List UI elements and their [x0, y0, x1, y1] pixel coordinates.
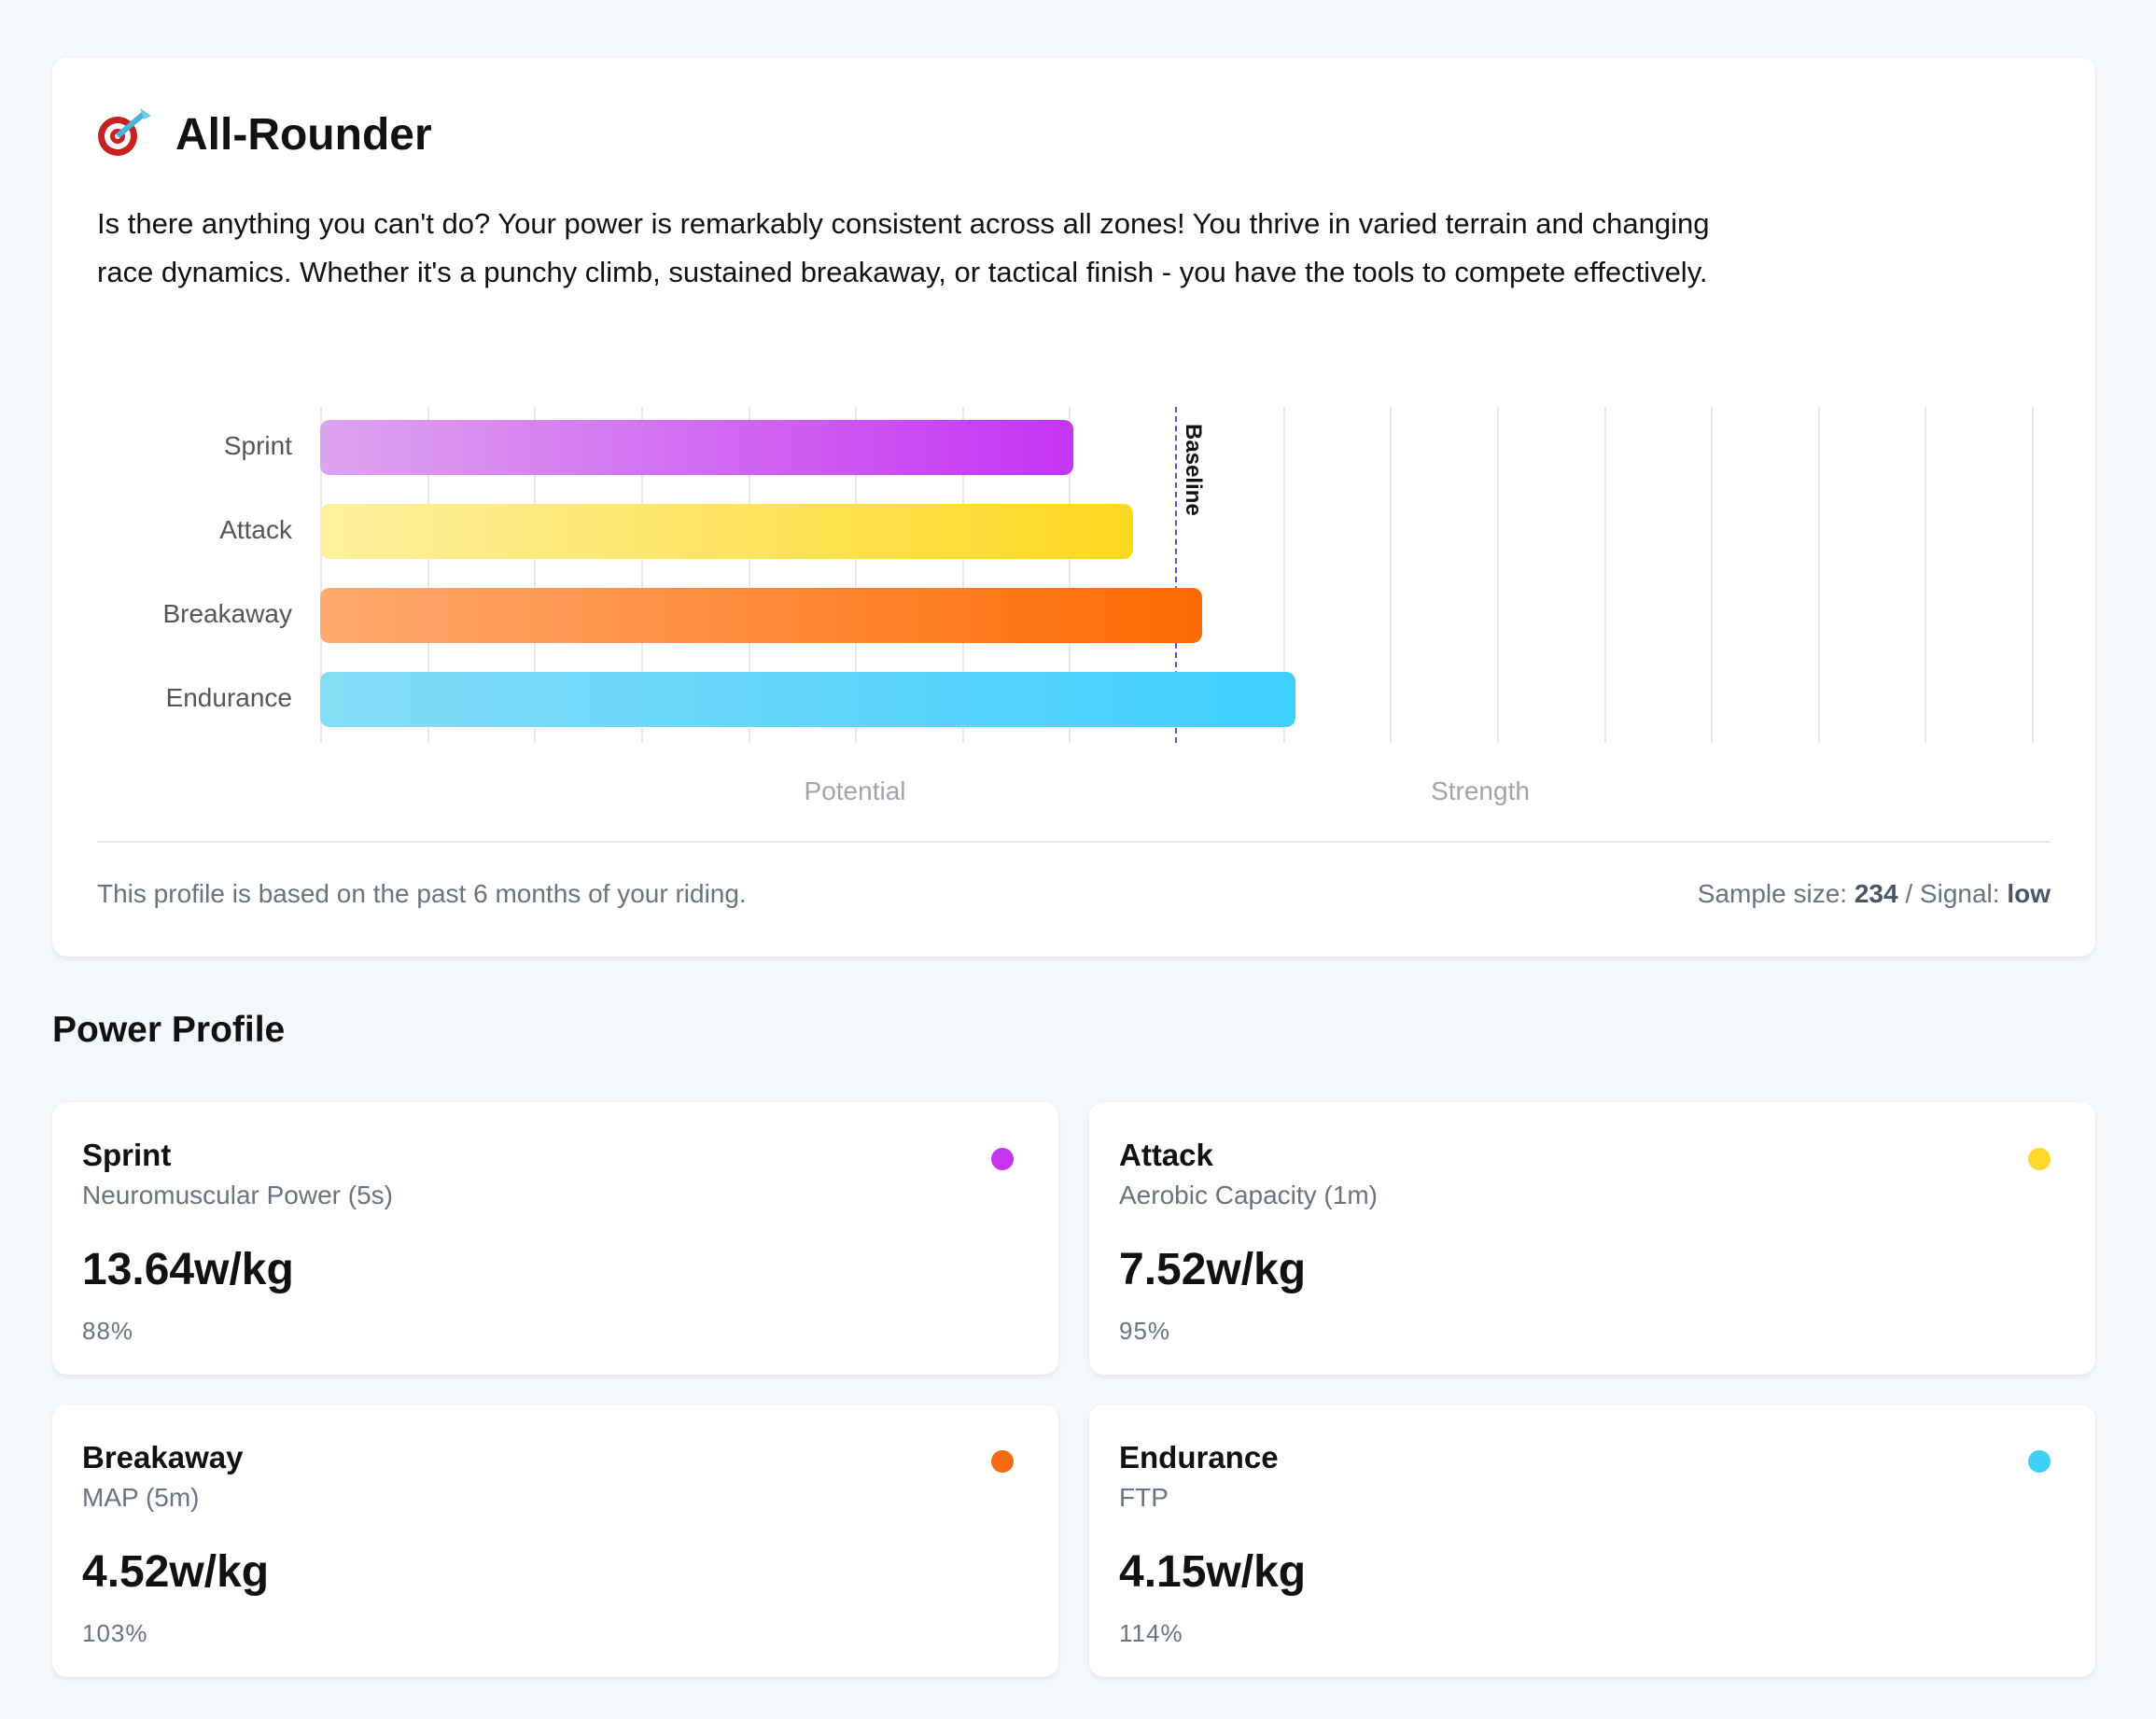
grid-line — [1282, 407, 1285, 743]
card-subtitle: FTP — [1119, 1483, 1169, 1512]
grid-line — [320, 407, 322, 743]
card-subtitle: Aerobic Capacity (1m) — [1119, 1181, 1378, 1209]
card-value: 4.15w/kg — [1119, 1547, 1307, 1597]
color-dot-icon — [991, 1450, 1014, 1473]
y-label: Attack — [219, 515, 292, 544]
footer-note: This profile is based on the past 6 mont… — [97, 879, 747, 908]
card-subtitle: Neuromuscular Power (5s) — [82, 1181, 393, 1209]
baseline-label: Baseline — [1181, 424, 1206, 516]
card-subtitle: MAP (5m) — [82, 1483, 200, 1512]
sample-value: 234 — [1854, 879, 1898, 908]
y-label: Breakaway — [162, 599, 292, 628]
bar-attack — [320, 504, 1134, 559]
card-percent: 95% — [1119, 1317, 1171, 1345]
card-percent: 88% — [82, 1317, 134, 1345]
grid-line — [961, 407, 964, 743]
card-value: 4.52w/kg — [82, 1547, 270, 1597]
grid-line — [1069, 407, 1071, 743]
grid-line — [1711, 407, 1714, 743]
profile-card: All-Rounder Is there anything you can't … — [52, 58, 2095, 957]
grid-line — [1390, 407, 1393, 743]
power-card-attack: Attack Aerobic Capacity (1m) 7.52w/kg 95… — [1089, 1102, 2095, 1375]
grid-line — [1817, 407, 1820, 743]
bar-breakaway — [320, 588, 1202, 643]
grid-line — [855, 407, 858, 743]
card-percent: 103% — [82, 1619, 148, 1647]
profile-description: Is there anything you can't do? Your pow… — [97, 207, 1710, 288]
sample-label: Sample size: — [1697, 879, 1848, 908]
bar-sprint — [320, 420, 1073, 475]
signal-value: low — [2007, 879, 2051, 908]
card-percent: 114% — [1119, 1619, 1183, 1647]
grid-line — [2032, 407, 2034, 743]
grid-line — [534, 407, 537, 743]
profile-title: All-Rounder — [175, 110, 432, 160]
color-dot-icon — [2028, 1148, 2051, 1170]
grid-line — [748, 407, 750, 743]
baseline-line — [1175, 407, 1177, 743]
signal-label: Signal: — [1919, 879, 2000, 908]
card-value: 13.64w/kg — [82, 1245, 294, 1294]
divider — [97, 841, 2051, 843]
color-dot-icon — [991, 1148, 1014, 1170]
power-card-breakaway: Breakaway MAP (5m) 4.52w/kg 103% — [52, 1405, 1058, 1677]
x-label-strength: Strength — [1431, 776, 1530, 805]
x-label-potential: Potential — [804, 776, 906, 805]
section-title: Power Profile — [52, 1010, 286, 1050]
card-value: 7.52w/kg — [1119, 1245, 1307, 1294]
y-label: Endurance — [165, 683, 292, 712]
power-chart: Baseline Potential Strength Sprint Attack… — [52, 58, 2095, 957]
y-label: Sprint — [223, 431, 292, 460]
power-card-endurance: Endurance FTP 4.15w/kg 114% — [1089, 1405, 2095, 1677]
card-name: Attack — [1119, 1138, 1213, 1172]
grid-line — [427, 407, 429, 743]
bar-endurance — [320, 672, 1296, 727]
card-name: Sprint — [82, 1138, 172, 1172]
grid-line — [1603, 407, 1606, 743]
power-card-sprint: Sprint Neuromuscular Power (5s) 13.64w/k… — [52, 1102, 1058, 1375]
dart-target-icon — [95, 106, 153, 163]
grid-line — [640, 407, 643, 743]
color-dot-icon — [2028, 1450, 2051, 1473]
card-name: Endurance — [1119, 1440, 1279, 1474]
card-name: Breakaway — [82, 1440, 244, 1474]
grid-line — [1496, 407, 1499, 743]
sample-info: Sample size: 234 / Signal: low — [1697, 879, 2051, 908]
grid-line — [1925, 407, 1927, 743]
